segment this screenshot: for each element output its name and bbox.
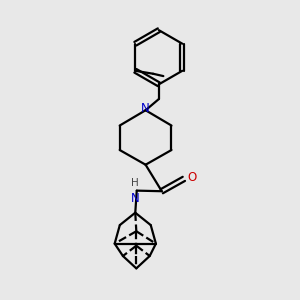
Text: O: O xyxy=(188,171,196,184)
Text: N: N xyxy=(131,192,140,205)
Text: N: N xyxy=(141,102,150,115)
Text: H: H xyxy=(131,178,139,188)
